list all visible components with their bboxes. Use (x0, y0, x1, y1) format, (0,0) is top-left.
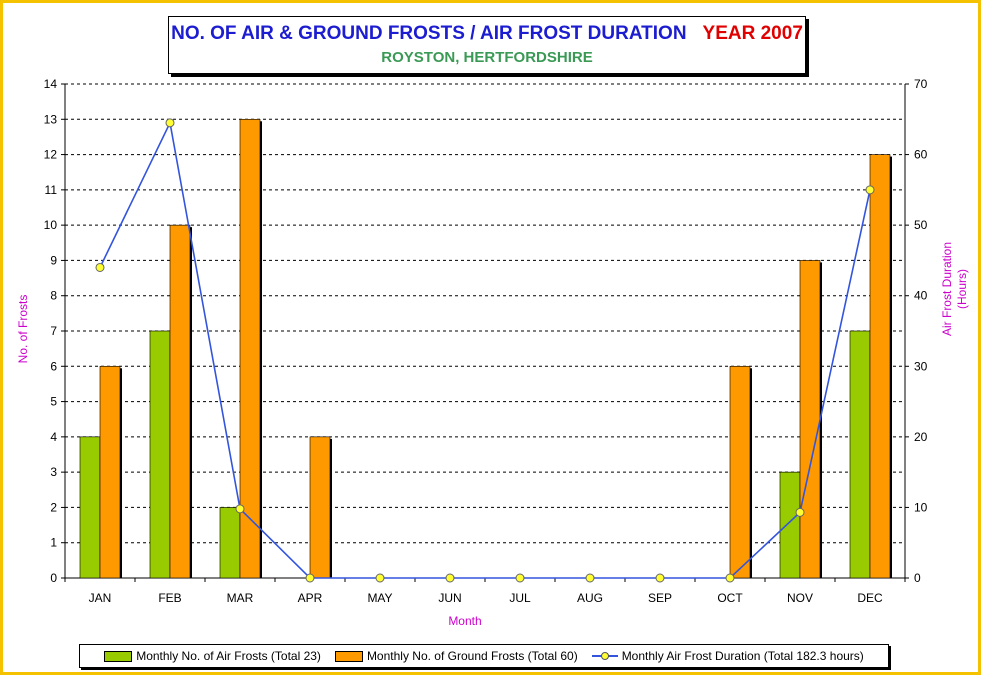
y-tick-label: 1 (50, 536, 57, 550)
legend: Monthly No. of Air Frosts (Total 23) Mon… (79, 644, 889, 668)
x-tick-label: APR (298, 591, 323, 605)
point-air-frost-duration (95, 262, 105, 272)
y-tick-label: 2 (50, 500, 57, 514)
legend-item-air-frosts: Monthly No. of Air Frosts (Total 23) (104, 649, 321, 663)
y-tick-label: 10 (44, 218, 58, 232)
x-tick-label: MAY (367, 591, 392, 605)
x-axis-title: Month (448, 614, 481, 628)
x-tick-label: JAN (89, 591, 112, 605)
y-axis-title: No. of Frosts (16, 295, 30, 364)
x-tick-label: FEB (158, 591, 181, 605)
point-air-frost-duration (585, 573, 595, 583)
bar-ground-frosts (799, 260, 821, 579)
y2-tick-label: 50 (914, 218, 928, 232)
bar-ground-frosts (169, 224, 191, 579)
y2-axis-title: Air Frost Duration (940, 242, 954, 336)
point-air-frost-duration (795, 507, 805, 517)
y-tick-label: 11 (45, 183, 58, 197)
x-tick-label: OCT (717, 591, 743, 605)
point-air-frost-duration (235, 504, 245, 514)
legend-item-duration: Monthly Air Frost Duration (Total 182.3 … (591, 649, 864, 663)
point-air-frost-duration (725, 573, 735, 583)
title-line: NO. OF AIR & GROUND FROSTS / AIR FROST D… (169, 23, 805, 45)
x-tick-label: DEC (857, 591, 883, 605)
y2-tick-label: 0 (914, 571, 921, 585)
y2-tick-label: 70 (914, 77, 928, 91)
x-tick-label: AUG (577, 591, 603, 605)
y-tick-label: 7 (50, 324, 57, 338)
y-tick-label: 13 (44, 112, 58, 126)
y2-tick-label: 10 (914, 500, 928, 514)
y-tick-label: 8 (50, 289, 57, 303)
bar-ground-frosts (309, 436, 331, 579)
legend-label-ground-frosts: Monthly No. of Ground Frosts (Total 60) (366, 649, 578, 663)
y-tick-label: 4 (50, 430, 57, 444)
y-tick-label: 12 (44, 148, 58, 162)
point-air-frost-duration (375, 573, 385, 583)
bar-ground-frosts (729, 365, 751, 579)
point-air-frost-duration (305, 573, 315, 583)
y2-axis-title-unit: (Hours) (955, 269, 969, 309)
x-tick-label: JUL (509, 591, 531, 605)
chart-year: YEAR 2007 (702, 23, 803, 44)
title-box: NO. OF AIR & GROUND FROSTS / AIR FROST D… (168, 16, 806, 74)
x-tick-label: NOV (787, 591, 813, 605)
point-air-frost-duration (865, 185, 875, 195)
bar-air-frosts (149, 330, 171, 579)
legend-swatch-duration (591, 651, 618, 661)
line-air-frost-duration (99, 120, 871, 579)
legend-label-air-frosts: Monthly No. of Air Frosts (Total 23) (136, 649, 321, 663)
point-air-frost-duration (165, 118, 175, 128)
y-tick-label: 5 (50, 395, 57, 409)
chart-subtitle: ROYSTON, HERTFORDSHIRE (381, 49, 593, 66)
legend-label-duration: Monthly Air Frost Duration (Total 182.3 … (621, 649, 864, 663)
bar-air-frosts (79, 436, 101, 579)
x-tick-label: MAR (227, 591, 254, 605)
point-air-frost-duration (655, 573, 665, 583)
y-tick-label: 14 (44, 77, 58, 91)
y2-tick-label: 20 (914, 430, 928, 444)
legend-item-ground-frosts: Monthly No. of Ground Frosts (Total 60) (334, 649, 578, 663)
y-tick-label: 9 (50, 253, 57, 267)
y2-tick-label: 30 (914, 359, 928, 373)
y2-tick-label: 60 (914, 148, 928, 162)
bar-air-frosts (849, 330, 871, 579)
y-tick-label: 0 (50, 571, 57, 585)
x-tick-label: SEP (648, 591, 672, 605)
bar-ground-frosts (99, 365, 121, 579)
x-tick-label: JUN (438, 591, 461, 605)
legend-swatch-air-frosts (104, 650, 133, 662)
point-air-frost-duration (515, 573, 525, 583)
bar-air-frosts (779, 471, 801, 579)
bar-ground-frosts (239, 118, 261, 579)
y2-tick-label: 40 (914, 289, 928, 303)
legend-swatch-ground-frosts (334, 650, 363, 662)
point-air-frost-duration (445, 573, 455, 583)
bar-ground-frosts (869, 154, 891, 579)
y-tick-label: 6 (50, 359, 57, 373)
bar-air-frosts (219, 507, 241, 579)
y-tick-label: 3 (50, 465, 57, 479)
chart-title: NO. OF AIR & GROUND FROSTS / AIR FROST D… (171, 23, 687, 44)
